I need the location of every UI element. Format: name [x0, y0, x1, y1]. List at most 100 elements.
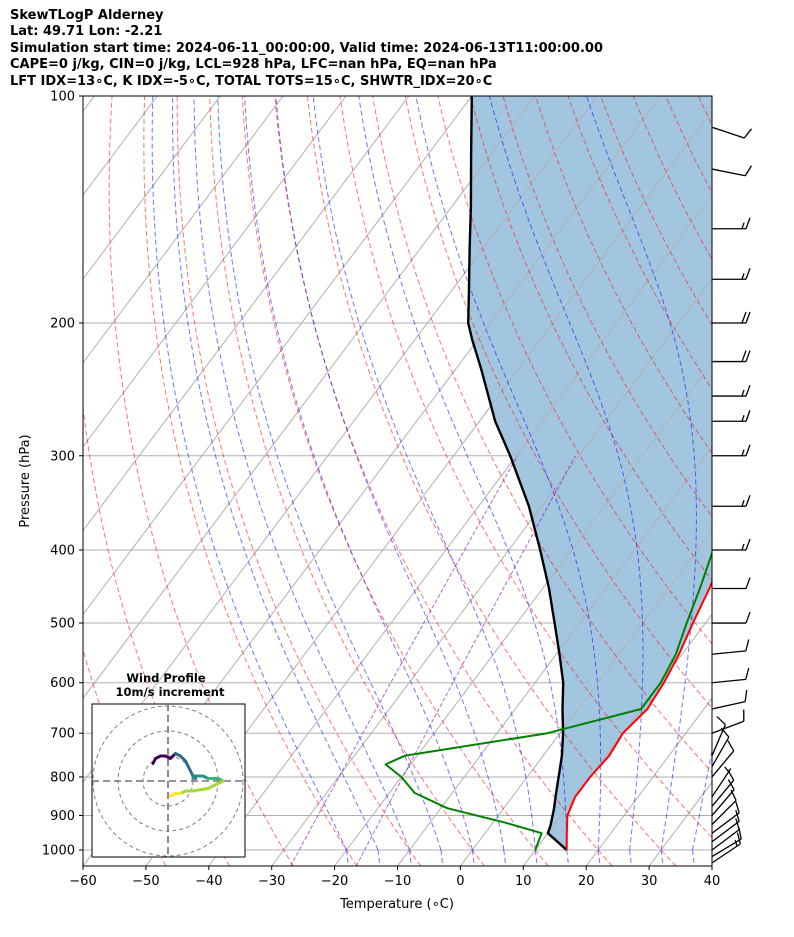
- x-tick-label: −60: [69, 874, 96, 889]
- moist-adiabat-base: [692, 849, 695, 866]
- parcel-line: [467, 96, 568, 851]
- moist-adiabat-base: [660, 849, 664, 866]
- moist-adiabat: [151, 96, 348, 851]
- wind-barb: [711, 801, 740, 834]
- wind-barb: [712, 611, 751, 624]
- moist-adiabat: [358, 96, 568, 850]
- moist-adiabat-base: [440, 849, 444, 866]
- isotherm: [83, 96, 473, 616]
- moist-adiabat-base: [755, 850, 757, 866]
- wind-barb: [712, 350, 751, 363]
- dry-adiabat: [306, 96, 677, 866]
- y-tick-label: 600: [50, 676, 75, 691]
- hodograph-trace: [191, 774, 210, 780]
- moist-adiabat-base: [566, 849, 570, 866]
- x-tick-label: −40: [195, 874, 222, 889]
- y-tick-label: 300: [50, 449, 75, 464]
- wind-barb: [712, 217, 751, 230]
- moist-adiabat-base: [346, 849, 349, 866]
- moist-adiabat: [724, 96, 794, 850]
- moist-adiabat-base: [597, 849, 601, 866]
- wind-barb: [711, 818, 740, 851]
- wind-barb: [712, 538, 751, 551]
- isotherm: [711, 865, 712, 866]
- y-axis-label: Pressure (hPa): [18, 434, 33, 527]
- moist-adiabat: [415, 96, 602, 850]
- wind-barb: [711, 766, 732, 798]
- wind-barb: [711, 689, 748, 710]
- isotherm: [83, 96, 347, 448]
- isotherm: [775, 96, 794, 866]
- x-tick-label: 10: [515, 874, 532, 889]
- wind-barb: [711, 709, 745, 734]
- y-tick-label: 700: [50, 727, 75, 742]
- wind-barb: [712, 444, 751, 457]
- wind-barb: [711, 165, 752, 177]
- moist-adiabat: [193, 96, 410, 851]
- hodograph-trace: [206, 777, 225, 783]
- moist-adiabat: [312, 96, 536, 851]
- wind-barb: [712, 268, 751, 280]
- dry-adiabat: [502, 96, 712, 518]
- y-tick-label: 200: [50, 316, 75, 331]
- title-line-2: Lat: 49.71 Lon: -2.21: [10, 24, 163, 40]
- isotherm: [459, 529, 712, 866]
- wind-barb: [712, 384, 751, 397]
- dry-adiabat: [469, 96, 712, 581]
- hodograph-title: Wind Profile: [126, 671, 206, 685]
- x-tick-label: 20: [578, 874, 595, 889]
- dry-adiabat: [241, 96, 549, 866]
- moist-adiabat-base: [377, 849, 381, 866]
- dry-adiabat: [372, 96, 712, 774]
- moist-adiabat: [755, 96, 794, 850]
- wind-barb: [711, 639, 750, 655]
- x-axis-label: Temperature (∘C): [339, 897, 454, 912]
- wind-barb: [712, 410, 751, 422]
- title-line-3: Simulation start time: 2024-06-11_00:00:…: [10, 40, 603, 56]
- wind-barb: [711, 716, 726, 757]
- isotherm: [83, 96, 284, 364]
- dry-adiabat: [535, 96, 712, 454]
- hodograph-inset: Wind Profile 10m/s increment: [91, 671, 246, 858]
- y-tick-label: 1000: [42, 844, 75, 859]
- wind-barb: [711, 667, 750, 684]
- isotherm: [271, 278, 712, 866]
- dry-adiabat: [697, 96, 712, 127]
- wind-barb: [711, 789, 737, 825]
- hodograph-trace: [151, 752, 177, 765]
- dry-adiabat: [108, 96, 294, 866]
- isotherm: [585, 697, 712, 866]
- wind-barb: [711, 769, 735, 807]
- mixing-ratio-line: [290, 455, 518, 866]
- wind-barbs: [711, 126, 753, 864]
- x-tick-label: −20: [321, 874, 348, 889]
- wind-barb: [711, 809, 740, 843]
- mixing-ratio-lines: [290, 455, 576, 866]
- moist-adiabat: [489, 96, 644, 851]
- wind-barb: [712, 495, 751, 507]
- x-tick-label: −10: [384, 874, 411, 889]
- wind-barb: [711, 779, 735, 816]
- title-line-1: SkewTLogP Alderney: [10, 8, 164, 23]
- title-line-4: CAPE=0 j/kg, CIN=0 j/kg, LCL=928 hPa, LF…: [10, 57, 497, 73]
- x-tick-label: 30: [641, 874, 658, 889]
- y-axis-ticks: 100 200 300 400 500 600 700 800 900 1000: [42, 90, 83, 859]
- moist-adiabat-base: [724, 850, 726, 866]
- moist-adiabat: [586, 96, 697, 851]
- y-tick-label: 900: [50, 809, 75, 824]
- temperature-line: [565, 579, 712, 851]
- x-axis-ticks: −60 −50 −40 −30 −20 −10 0 10 20 30 40: [69, 866, 720, 889]
- moist-adiabat-base: [408, 849, 412, 866]
- isotherm: [208, 194, 712, 866]
- moist-adiabat-base: [534, 849, 538, 866]
- title-line-5: LFT IDX=13∘C, K IDX=-5∘C, TOTAL TOTS=15∘…: [10, 73, 493, 89]
- y-tick-label: 500: [50, 617, 75, 632]
- moist-adiabat-base: [471, 849, 475, 866]
- hodograph-subtitle: 10m/s increment: [116, 685, 225, 699]
- x-tick-label: −50: [132, 874, 159, 889]
- y-tick-label: 800: [50, 770, 75, 785]
- x-tick-label: 0: [456, 874, 464, 889]
- moist-adiabat-base: [503, 849, 507, 866]
- dry-adiabat: [209, 96, 485, 866]
